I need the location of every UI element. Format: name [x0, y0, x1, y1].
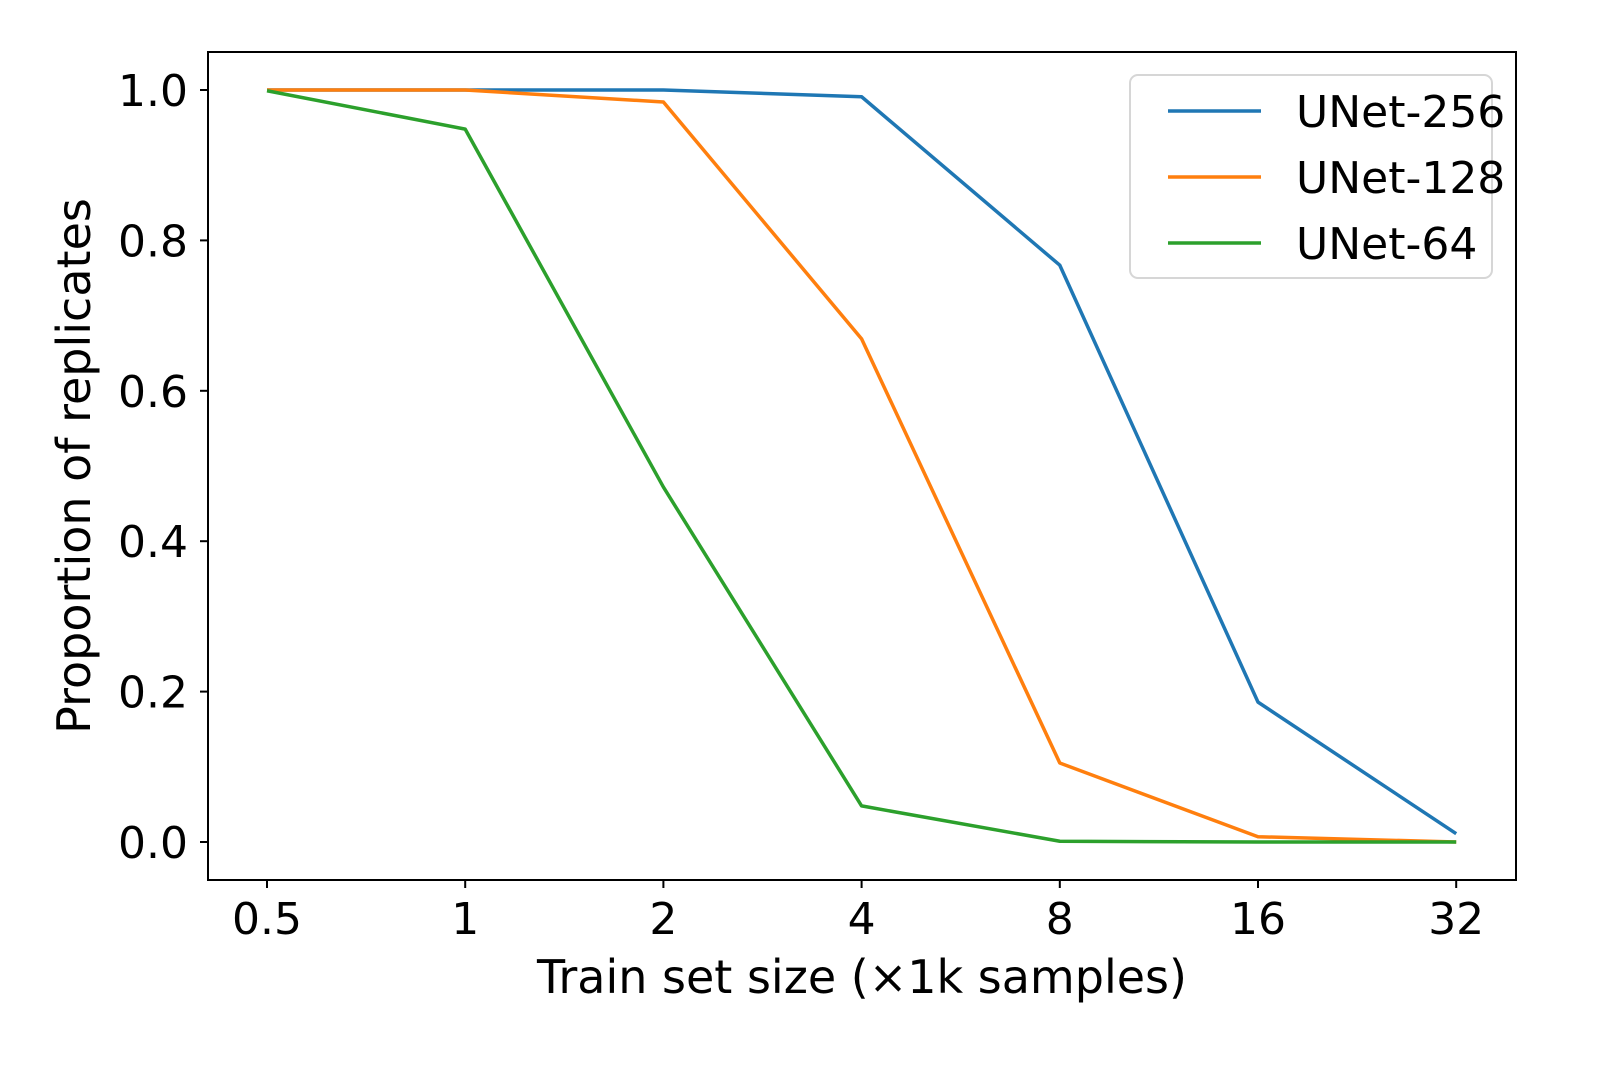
series-line-unet-64 [266, 89, 1457, 844]
y-axis-ticks: 0.0 0.2 0.4 0.6 0.8 1.0 [118, 66, 208, 869]
x-tick-label: 32 [1428, 894, 1484, 945]
legend: UNet-256 UNet-128 UNet-64 [1129, 74, 1505, 279]
x-axis-label: Train set size (×1k samples) [536, 950, 1187, 1004]
y-tick-label: 0.4 [118, 517, 188, 568]
legend-box [1129, 74, 1493, 279]
series-lines [266, 88, 1458, 844]
legend-label: UNet-128 [1296, 153, 1505, 204]
y-tick-label: 0.8 [118, 216, 188, 267]
x-tick-label: 1 [451, 894, 479, 945]
y-tick-label: 0.6 [118, 367, 188, 418]
x-tick-label: 16 [1230, 894, 1286, 945]
y-axis-label: Proportion of replicates [47, 198, 101, 734]
x-tick-label: 4 [848, 894, 876, 945]
y-tick-label: 0.0 [118, 818, 188, 869]
x-axis-ticks: 0.5 1 2 4 8 16 32 [232, 880, 1484, 945]
x-tick-label: 2 [649, 894, 677, 945]
legend-label: UNet-256 [1296, 87, 1505, 138]
y-tick-label: 1.0 [118, 66, 188, 117]
x-tick-label: 8 [1046, 894, 1074, 945]
x-tick-label: 0.5 [232, 894, 302, 945]
y-tick-label: 0.2 [118, 668, 188, 719]
legend-label: UNet-64 [1296, 219, 1477, 270]
series-line-unet-128 [267, 88, 1457, 844]
